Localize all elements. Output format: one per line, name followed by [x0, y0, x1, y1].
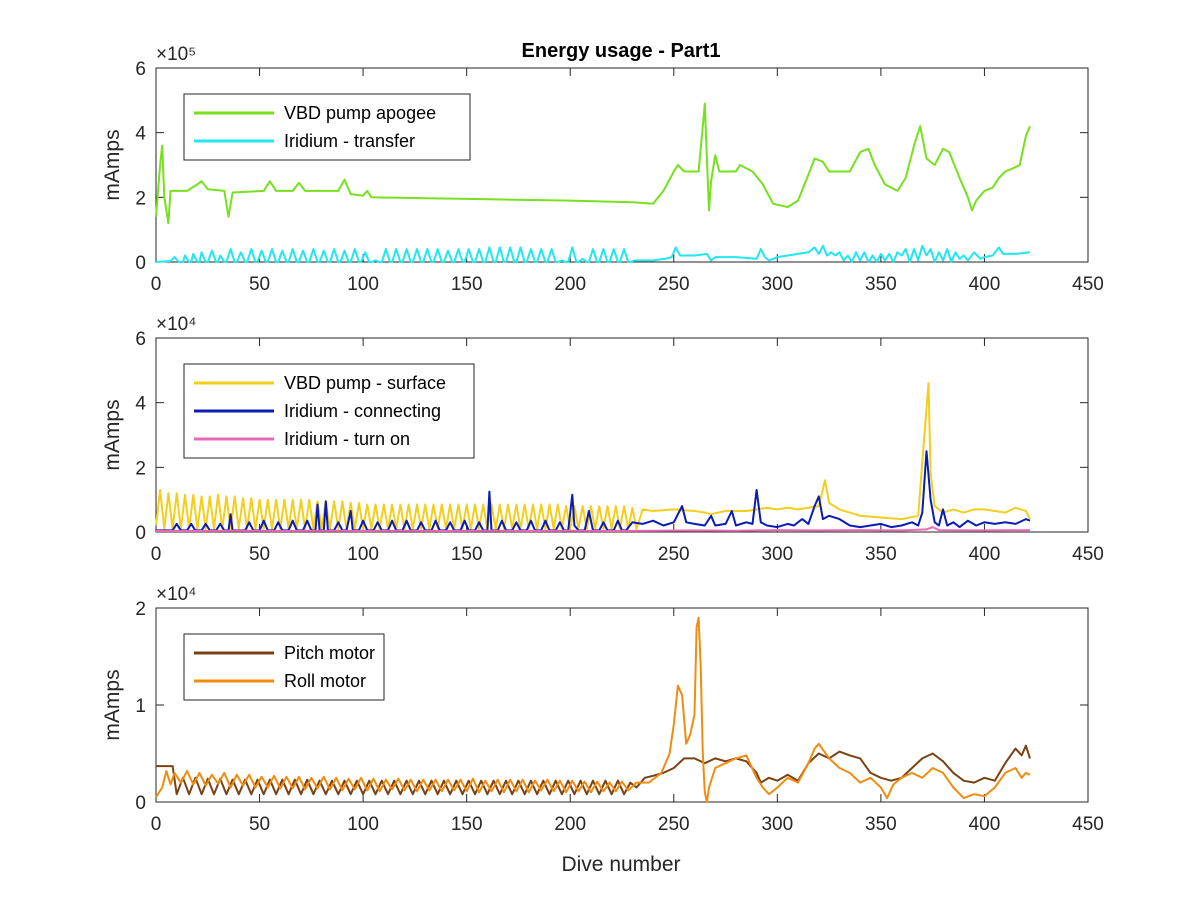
axes-0-y-label: mAmps	[101, 129, 124, 200]
axes-0-legend	[183, 93, 471, 161]
axes-0-legend-label-0: VBD pump apogee	[284, 103, 436, 123]
axes-0-xtick-label: 200	[554, 274, 586, 295]
axes-1-xtick-label: 0	[151, 544, 162, 565]
axes-0-ytick-label: 0	[135, 253, 146, 274]
axes-1-xtick-label: 100	[347, 544, 379, 565]
axes-2-xtick-label: 50	[249, 814, 270, 835]
axes-1-y-label: mAmps	[101, 399, 124, 470]
axes-0-xtick-label: 250	[658, 274, 690, 295]
axes-0-ytick-label: 4	[135, 124, 146, 145]
axes-1-legend-label-2: Iridium - turn on	[284, 429, 410, 449]
axes-2-xtick-label: 150	[451, 814, 483, 835]
axes-2-xtick-label: 400	[969, 814, 1001, 835]
axes-0-exponent-label: ×10⁵	[156, 44, 196, 65]
axes-0-xtick-label: 450	[1072, 274, 1104, 295]
axes-2-legend-label-0: Pitch motor	[284, 643, 375, 663]
axes-1-ytick-label: 6	[135, 329, 146, 350]
axes-1-xtick-label: 50	[249, 544, 270, 565]
axes-2-xtick-label: 450	[1072, 814, 1104, 835]
axes-0-ytick-label: 2	[135, 188, 146, 209]
axes-2-exponent-label: ×10⁴	[156, 584, 196, 605]
axes-1-series-2-line	[156, 526, 1031, 532]
axes-2-y-label: mAmps	[101, 669, 124, 740]
axes-1-legend-label-1: Iridium - connecting	[284, 401, 441, 421]
axes-1-xtick-label: 350	[865, 544, 897, 565]
figure-title: Energy usage - Part1	[522, 40, 721, 62]
axes-0-series-0-line	[155, 102, 1031, 225]
axes-2-series-1-line	[155, 616, 1031, 803]
axes-2-xtick-label: 200	[554, 814, 586, 835]
axes-2-xtick-label: 250	[658, 814, 690, 835]
axes-0-xtick-label: 300	[761, 274, 793, 295]
axes-1-xtick-label: 200	[554, 544, 586, 565]
axes-0-legend-label-1: Iridium - transfer	[284, 131, 415, 151]
axes-2-ytick-label: 0	[135, 793, 146, 814]
axes-0-xtick-label: 100	[347, 274, 379, 295]
axes-2-xtick-label: 100	[347, 814, 379, 835]
axes-2-series-0-line	[156, 744, 1031, 796]
axes-2-ytick-label: 1	[135, 696, 146, 717]
axes-0-xtick-label: 0	[151, 274, 162, 295]
axes-2-xtick-label: 0	[151, 814, 162, 835]
axes-1-xtick-label: 150	[451, 544, 483, 565]
axes-2-xtick-label: 300	[761, 814, 793, 835]
axes-1-ytick-label: 0	[135, 523, 146, 544]
axes-0-xtick-label: 400	[969, 274, 1001, 295]
axes-1-xtick-label: 400	[969, 544, 1001, 565]
axes-2-xtick-label: 350	[865, 814, 897, 835]
axes-0-ytick-label: 6	[135, 59, 146, 80]
axes-2-legend-label-1: Roll motor	[284, 671, 366, 691]
axes-1-xtick-label: 250	[658, 544, 690, 565]
axes-2-legend	[183, 633, 385, 701]
axes-1-xtick-label: 450	[1072, 544, 1104, 565]
axes-1-ytick-label: 4	[135, 394, 146, 415]
axes-2-ytick-label: 2	[135, 599, 146, 620]
axes-0-series-1-line	[155, 244, 1031, 263]
x-axis-label: Dive number	[561, 853, 680, 876]
axes-0-xtick-label: 150	[451, 274, 483, 295]
axes-1-xtick-label: 300	[761, 544, 793, 565]
axes-1-ytick-label: 2	[135, 458, 146, 479]
axes-0-xtick-label: 350	[865, 274, 897, 295]
axes-1-series-1-line	[156, 450, 1031, 532]
axes-0-xtick-label: 50	[249, 274, 270, 295]
axes-1-series-0-line	[155, 382, 1031, 530]
axes-1-exponent-label: ×10⁴	[156, 314, 196, 335]
axes-1-legend-label-0: VBD pump - surface	[284, 373, 446, 393]
